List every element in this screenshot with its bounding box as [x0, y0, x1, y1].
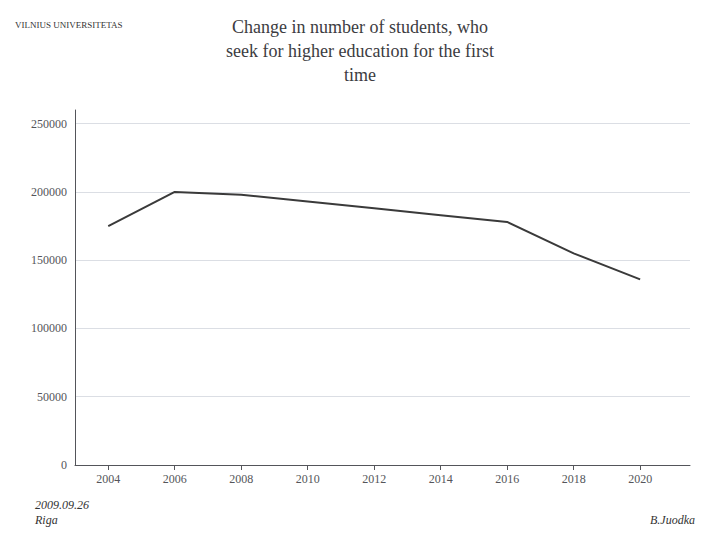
svg-text:2016: 2016: [495, 472, 519, 486]
svg-text:50000: 50000: [37, 390, 67, 404]
svg-text:2010: 2010: [296, 472, 320, 486]
svg-text:VILNIUS UNIVERSITETAS: VILNIUS UNIVERSITETAS: [15, 20, 123, 30]
svg-text:200000: 200000: [31, 185, 67, 199]
svg-text:2020: 2020: [628, 472, 652, 486]
svg-text:Riga: Riga: [34, 513, 58, 527]
svg-text:Change in number of students,: Change in number of students, who: [232, 17, 488, 37]
svg-text:2009.09.26: 2009.09.26: [35, 498, 89, 512]
svg-text:0: 0: [61, 458, 67, 472]
svg-text:250000: 250000: [31, 117, 67, 131]
svg-text:2012: 2012: [362, 472, 386, 486]
svg-text:B.Juodka: B.Juodka: [650, 513, 695, 527]
svg-text:seek for higher education for: seek for higher education for the first: [226, 41, 494, 61]
svg-text:2004: 2004: [96, 472, 120, 486]
svg-text:100000: 100000: [31, 321, 67, 335]
svg-text:2018: 2018: [562, 472, 586, 486]
svg-text:2006: 2006: [163, 472, 187, 486]
svg-text:2014: 2014: [429, 472, 453, 486]
svg-text:150000: 150000: [31, 253, 67, 267]
svg-text:time: time: [344, 65, 376, 85]
svg-text:2008: 2008: [229, 472, 253, 486]
